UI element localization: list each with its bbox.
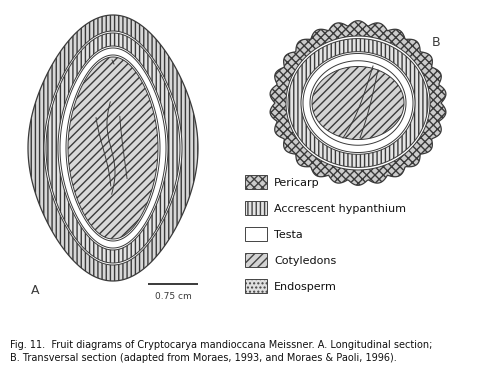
Bar	[245, 253, 267, 267]
Text: 0.75 cm: 0.75 cm	[155, 292, 192, 301]
Text: Cotyledons: Cotyledons	[274, 256, 336, 266]
Polygon shape	[66, 55, 160, 241]
Bar	[245, 175, 267, 189]
Bar	[245, 227, 267, 241]
Polygon shape	[312, 66, 404, 140]
Polygon shape	[288, 38, 428, 167]
Text: B. Transversal section (adapted from Moraes, 1993, and Moraes & Paoli, 1996).: B. Transversal section (adapted from Mor…	[10, 353, 397, 363]
Polygon shape	[46, 33, 180, 263]
Polygon shape	[44, 31, 182, 265]
Polygon shape	[68, 57, 158, 239]
Polygon shape	[301, 52, 415, 154]
Polygon shape	[28, 15, 198, 281]
Polygon shape	[310, 61, 406, 145]
Text: Accrescent hypanthium: Accrescent hypanthium	[274, 204, 406, 214]
Polygon shape	[270, 21, 446, 185]
Bar	[245, 201, 267, 215]
Polygon shape	[286, 36, 430, 170]
Text: Pericarp: Pericarp	[274, 178, 320, 188]
Polygon shape	[303, 53, 413, 153]
Text: Testa: Testa	[274, 230, 303, 240]
Polygon shape	[60, 48, 166, 248]
Bar	[245, 279, 267, 293]
Text: Fig. 11.  Fruit diagrams of Cryptocarya mandioccana Meissner. A. Longitudinal se: Fig. 11. Fruit diagrams of Cryptocarya m…	[10, 340, 432, 350]
Text: Endosperm: Endosperm	[274, 282, 337, 292]
Polygon shape	[58, 46, 168, 250]
Text: A: A	[31, 283, 39, 297]
Text: B: B	[432, 37, 440, 50]
